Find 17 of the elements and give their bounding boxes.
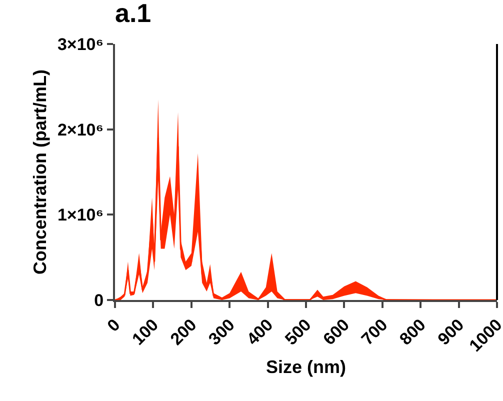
- y-tick-label: 2×10⁶: [57, 120, 104, 140]
- x-tick-label: 600: [320, 315, 354, 349]
- x-axis-title: Size (nm): [266, 357, 346, 378]
- chart-title: a.1: [115, 0, 152, 28]
- x-tick-label: 900: [434, 315, 468, 349]
- x-tick-label: 300: [204, 315, 238, 349]
- x-tick-label: 200: [166, 315, 200, 349]
- x-tick-label: 800: [396, 315, 430, 349]
- x-tick-label: 400: [243, 315, 277, 349]
- x-tick-label: 700: [358, 315, 392, 349]
- x-tick-label: 500: [281, 315, 315, 349]
- x-tick-label: 0: [104, 315, 124, 336]
- y-axis-title: Concentration (part/mL): [30, 70, 50, 274]
- x-tick-label: 100: [128, 315, 162, 349]
- y-tick-label: 0: [94, 290, 104, 310]
- y-tick-label: 3×10⁶: [57, 34, 104, 54]
- y-tick-label: 1×10⁶: [57, 206, 104, 225]
